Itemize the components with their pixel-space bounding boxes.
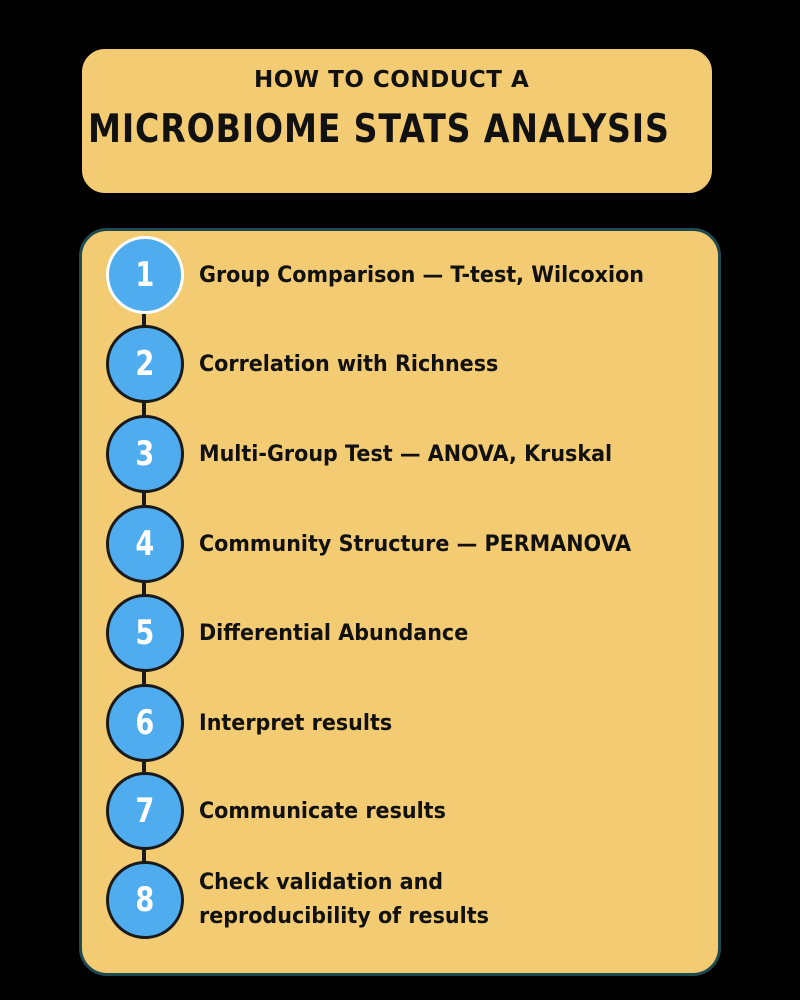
step-label: Group Comparison — T-test, Wilcoxion (199, 262, 645, 288)
step-label: Communicate results (199, 798, 446, 824)
steps-panel (79, 228, 721, 976)
step-label: Differential Abundance (199, 620, 469, 646)
step-number-badge: 4 (106, 505, 184, 583)
step-number: 7 (135, 791, 155, 831)
step-label: Interpret results (199, 710, 393, 736)
step-number-badge: 1 (106, 236, 184, 314)
step-1: 1 Group Comparison — T-test, Wilcoxion (0, 236, 800, 314)
step-number: 3 (135, 434, 155, 474)
step-number-badge: 3 (106, 415, 184, 493)
step-number: 8 (135, 880, 155, 920)
step-number-badge: 6 (106, 684, 184, 762)
step-5: 5 Differential Abundance (0, 594, 800, 672)
step-label: Correlation with Richness (199, 351, 499, 377)
step-number: 5 (135, 613, 155, 653)
step-number: 4 (135, 524, 155, 564)
step-number-badge: 7 (106, 772, 184, 850)
title-box: HOW TO CONDUCT A MICROBIOME STATS ANALYS… (79, 46, 715, 196)
title-subtitle: HOW TO CONDUCT A (254, 67, 530, 93)
step-4: 4 Community Structure — PERMANOVA (0, 505, 800, 583)
step-3: 3 Multi-Group Test — ANOVA, Kruskal (0, 415, 800, 493)
step-label: Community Structure — PERMANOVA (199, 531, 632, 557)
title-main: MICROBIOME STATS ANALYSIS (88, 107, 670, 152)
step-number-badge: 2 (106, 325, 184, 403)
step-number-badge: 8 (106, 861, 184, 939)
step-label: Check validation and reproducibility of … (199, 870, 489, 929)
step-number: 6 (135, 703, 155, 743)
step-number: 2 (135, 344, 155, 384)
step-6: 6 Interpret results (0, 684, 800, 762)
step-connector-line (142, 275, 146, 900)
step-7: 7 Communicate results (0, 772, 800, 850)
step-8: 8 Check validation and reproducibility o… (0, 861, 800, 939)
step-2: 2 Correlation with Richness (0, 325, 800, 403)
step-number-badge: 5 (106, 594, 184, 672)
step-number: 1 (135, 255, 155, 295)
step-label: Multi-Group Test — ANOVA, Kruskal (199, 441, 613, 467)
